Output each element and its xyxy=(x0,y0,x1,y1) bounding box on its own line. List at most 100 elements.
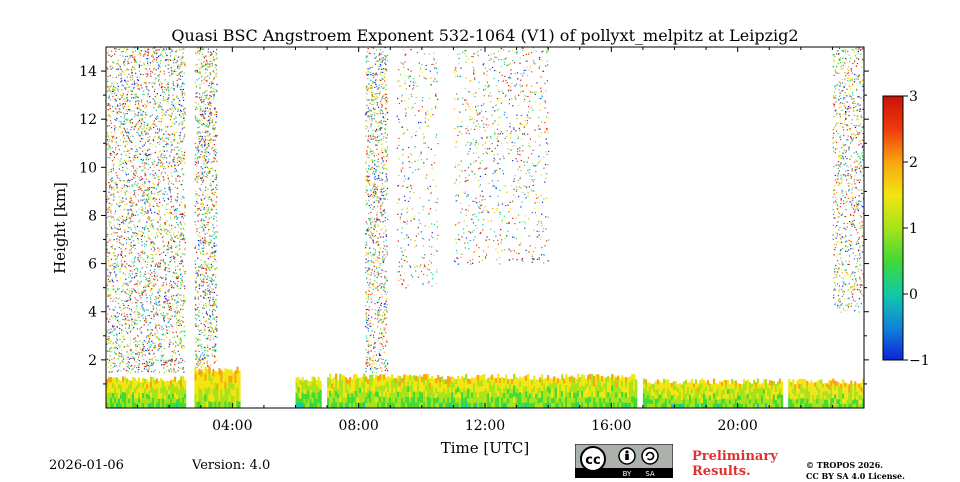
noise-pixel xyxy=(163,176,164,177)
noise-pixel xyxy=(160,160,161,161)
noise-pixel xyxy=(141,170,142,171)
noise-pixel xyxy=(195,70,196,71)
noise-pixel xyxy=(117,340,118,341)
noise-pixel xyxy=(209,134,210,135)
noise-pixel xyxy=(176,95,177,96)
noise-pixel xyxy=(184,326,185,327)
noise-pixel xyxy=(373,289,374,290)
noise-pixel xyxy=(168,322,169,323)
noise-pixel xyxy=(150,167,151,168)
noise-pixel xyxy=(195,161,196,162)
noise-pixel xyxy=(108,147,109,148)
noise-pixel xyxy=(124,116,125,117)
noise-pixel xyxy=(136,233,137,234)
noise-pixel xyxy=(155,328,156,329)
noise-pixel xyxy=(367,146,368,147)
noise-pixel xyxy=(119,121,120,122)
noise-pixel xyxy=(212,309,213,310)
noise-pixel xyxy=(375,360,376,361)
noise-pixel xyxy=(142,252,143,253)
noise-pixel xyxy=(150,282,151,283)
noise-pixel xyxy=(176,121,177,122)
noise-pixel xyxy=(110,91,111,92)
noise-pixel xyxy=(203,241,204,242)
noise-pixel xyxy=(205,77,206,78)
noise-pixel xyxy=(135,146,136,147)
noise-pixel xyxy=(156,188,157,189)
noise-pixel xyxy=(137,226,138,227)
noise-pixel xyxy=(165,191,166,192)
noise-pixel xyxy=(179,263,180,264)
noise-pixel xyxy=(173,136,174,137)
noise-pixel xyxy=(131,236,132,237)
noise-pixel xyxy=(146,157,147,158)
noise-pixel xyxy=(182,317,183,318)
noise-pixel xyxy=(379,79,380,80)
noise-pixel xyxy=(167,252,168,253)
noise-pixel xyxy=(131,288,132,289)
noise-pixel xyxy=(380,263,381,264)
noise-pixel xyxy=(371,234,372,235)
noise-pixel xyxy=(112,289,113,290)
noise-pixel xyxy=(212,60,213,61)
noise-pixel xyxy=(107,163,108,164)
noise-pixel xyxy=(144,144,145,145)
noise-pixel xyxy=(137,199,138,200)
noise-pixel xyxy=(127,81,128,82)
noise-pixel xyxy=(204,225,205,226)
noise-pixel xyxy=(206,188,207,189)
noise-pixel xyxy=(140,110,141,111)
noise-pixel xyxy=(370,275,371,276)
noise-pixel xyxy=(168,247,169,248)
noise-pixel xyxy=(119,298,120,299)
noise-pixel xyxy=(182,260,183,261)
noise-pixel xyxy=(119,324,120,325)
noise-pixel xyxy=(123,135,124,136)
noise-pixel xyxy=(148,193,149,194)
noise-pixel xyxy=(113,151,114,152)
noise-pixel xyxy=(175,247,176,248)
noise-pixel xyxy=(142,170,143,171)
noise-pixel xyxy=(150,359,151,360)
noise-pixel xyxy=(152,335,153,336)
noise-pixel xyxy=(156,97,157,98)
noise-pixel xyxy=(165,65,166,66)
noise-pixel xyxy=(131,229,132,230)
noise-pixel xyxy=(182,113,183,114)
noise-pixel xyxy=(215,212,216,213)
noise-pixel xyxy=(108,210,109,211)
noise-pixel xyxy=(111,123,112,124)
noise-pixel xyxy=(197,203,198,204)
noise-pixel xyxy=(372,94,373,95)
noise-pixel xyxy=(383,59,384,60)
noise-pixel xyxy=(181,347,182,348)
noise-pixel xyxy=(146,104,147,105)
noise-pixel xyxy=(161,109,162,110)
noise-pixel xyxy=(366,180,367,181)
noise-pixel xyxy=(111,66,112,67)
noise-pixel xyxy=(162,164,163,165)
noise-pixel xyxy=(216,329,217,330)
noise-pixel xyxy=(155,333,156,334)
noise-pixel xyxy=(209,218,210,219)
noise-region xyxy=(106,47,186,373)
noise-pixel xyxy=(216,189,217,190)
noise-pixel xyxy=(138,336,139,337)
noise-pixel xyxy=(130,55,131,56)
noise-pixel xyxy=(204,222,205,223)
noise-pixel xyxy=(148,137,149,138)
noise-pixel xyxy=(376,149,377,150)
noise-pixel xyxy=(171,284,172,285)
noise-pixel xyxy=(168,299,169,300)
noise-pixel xyxy=(369,141,370,142)
noise-pixel xyxy=(174,252,175,253)
noise-pixel xyxy=(132,49,133,50)
noise-pixel xyxy=(379,315,380,316)
noise-pixel xyxy=(366,93,367,94)
noise-pixel xyxy=(135,302,136,303)
noise-pixel xyxy=(379,267,380,268)
noise-pixel xyxy=(156,325,157,326)
noise-pixel xyxy=(202,267,203,268)
noise-pixel xyxy=(204,237,205,238)
noise-pixel xyxy=(214,77,215,78)
